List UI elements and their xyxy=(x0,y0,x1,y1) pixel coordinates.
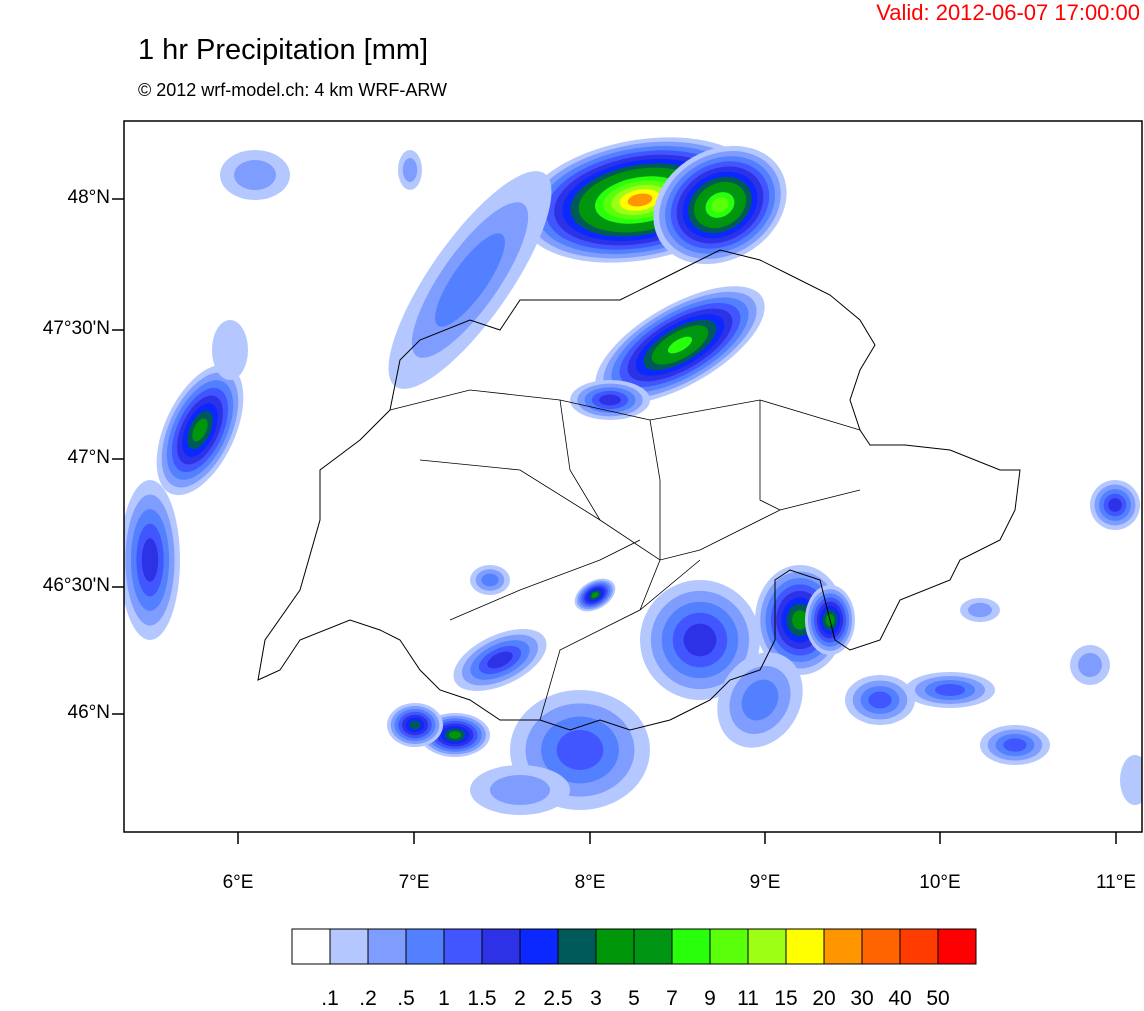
colorbar xyxy=(291,928,977,965)
colorbar-label: 2.5 xyxy=(543,987,573,1010)
valid-time: Valid: 2012-06-07 17:00:00 xyxy=(876,0,1140,25)
precip-contour xyxy=(935,684,965,696)
axis-ticks xyxy=(112,198,1117,844)
lon-tick-label: 8°E xyxy=(574,872,606,893)
canton-border xyxy=(559,399,601,521)
colorbar-swatch xyxy=(633,928,673,965)
lon-tick-label: 7°E xyxy=(398,872,430,893)
precip-contour xyxy=(192,418,208,442)
colorbar-swatch xyxy=(709,928,749,965)
precip-contour xyxy=(141,538,159,582)
lat-tick-label: 46°N xyxy=(67,702,110,723)
precip-contour xyxy=(481,573,499,587)
lat-tick-label: 47°30'N xyxy=(42,318,110,339)
precip-contour xyxy=(490,775,550,805)
precip-contour xyxy=(667,336,693,354)
precip-contour xyxy=(409,720,421,730)
colorbar-swatch xyxy=(329,928,369,965)
precip-contour xyxy=(1078,653,1102,677)
precip-contour xyxy=(711,197,729,213)
colorbar-swatch xyxy=(937,928,977,965)
canton-border xyxy=(539,559,701,721)
precip-contour xyxy=(556,730,604,770)
colorbar-label: 11 xyxy=(737,987,759,1010)
colorbar-swatch xyxy=(405,928,445,965)
precip-contour xyxy=(868,691,892,709)
canton-border xyxy=(759,400,781,511)
switzerland-border xyxy=(257,249,1021,731)
precip-contour xyxy=(435,233,505,327)
precip-contour xyxy=(1120,755,1142,805)
colorbar-label: 40 xyxy=(888,987,912,1010)
admin-borders xyxy=(389,389,861,721)
canton-border xyxy=(389,389,861,431)
colorbar-label: .1 xyxy=(321,987,339,1010)
colorbar-label: 50 xyxy=(926,987,950,1010)
precip-contour xyxy=(402,158,418,182)
canton-border xyxy=(449,539,641,621)
colorbar-swatch xyxy=(443,928,483,965)
colorbar-swatch xyxy=(861,928,901,965)
precip-contour xyxy=(1003,738,1027,752)
lon-tick-label: 10°E xyxy=(919,872,961,893)
precip-contour xyxy=(968,602,992,618)
precip-contour xyxy=(627,193,653,207)
precip-contour xyxy=(487,651,513,669)
colorbar-swatch xyxy=(595,928,635,965)
lon-tick-label: 9°E xyxy=(749,872,781,893)
lon-tick-label: 11°E xyxy=(1096,872,1136,893)
precip-contour xyxy=(591,592,599,598)
colorbar-label: .5 xyxy=(397,987,415,1010)
colorbar-swatch xyxy=(747,928,787,965)
colorbar-swatch xyxy=(899,928,939,965)
lon-tick-label: 6°E xyxy=(222,872,254,893)
colorbar-label: 7 xyxy=(666,987,678,1010)
precip-contour xyxy=(599,394,621,406)
precip-contour xyxy=(448,731,462,739)
precip-contour xyxy=(683,623,717,657)
colorbar-swatch xyxy=(481,928,521,965)
colorbar-label: 2 xyxy=(514,987,526,1010)
colorbar-label: 15 xyxy=(774,987,798,1010)
precip-contour xyxy=(1108,498,1122,512)
colorbar-label: 9 xyxy=(704,987,716,1010)
colorbar-swatch xyxy=(823,928,863,965)
map-frame xyxy=(123,120,1143,833)
colorbar-swatch xyxy=(671,928,711,965)
colorbar-swatch xyxy=(557,928,597,965)
precipitation-field xyxy=(124,137,1142,815)
colorbar-swatch xyxy=(785,928,825,965)
colorbar-label: 3 xyxy=(590,987,602,1010)
precip-contour xyxy=(741,679,779,721)
colorbar-label: 5 xyxy=(628,987,640,1010)
canton-border xyxy=(639,419,661,611)
colorbar-label: 1.5 xyxy=(467,987,497,1010)
precip-contour xyxy=(792,610,808,630)
colorbar-swatch xyxy=(291,928,331,965)
precip-contour xyxy=(234,160,276,190)
colorbar-label: 1 xyxy=(438,987,450,1010)
map-title: 1 hr Precipitation [mm] xyxy=(138,34,429,66)
lat-tick-label: 46°30'N xyxy=(42,575,110,596)
precip-contour xyxy=(212,320,248,380)
lat-tick-label: 48°N xyxy=(67,187,110,208)
colorbar-swatch xyxy=(519,928,559,965)
colorbar-label: 20 xyxy=(812,987,836,1010)
colorbar-label: 30 xyxy=(850,987,874,1010)
colorbar-swatch xyxy=(367,928,407,965)
lat-tick-label: 47°N xyxy=(67,447,110,468)
canton-border xyxy=(419,459,861,561)
map-subtitle: © 2012 wrf-model.ch: 4 km WRF-ARW xyxy=(138,80,447,100)
colorbar-label: .2 xyxy=(359,987,377,1010)
